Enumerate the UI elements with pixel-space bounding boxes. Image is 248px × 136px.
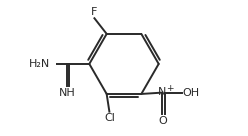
Text: OH: OH [183, 88, 200, 98]
Text: O: O [158, 116, 167, 126]
Text: N: N [158, 87, 167, 97]
Text: NH: NH [59, 88, 75, 98]
Text: F: F [91, 7, 97, 17]
Text: H₂N: H₂N [29, 59, 51, 69]
Text: +: + [166, 84, 174, 93]
Text: Cl: Cl [104, 113, 115, 123]
